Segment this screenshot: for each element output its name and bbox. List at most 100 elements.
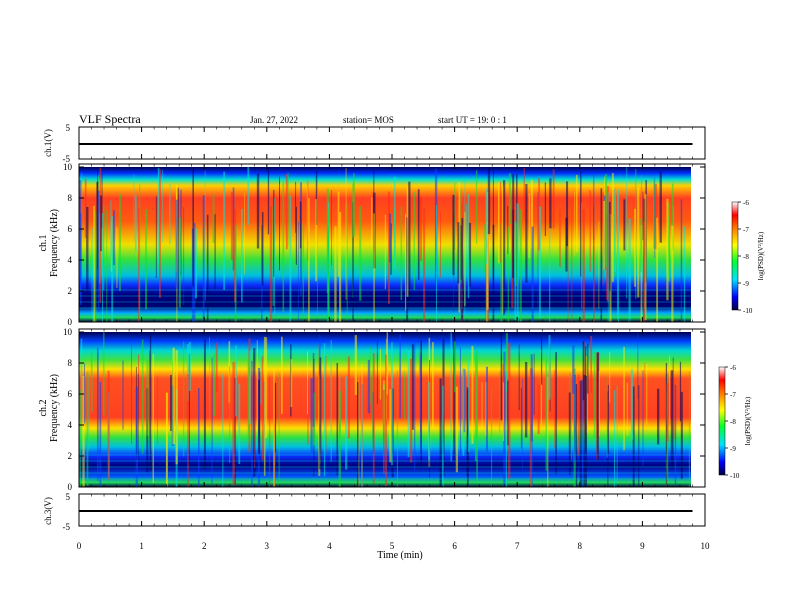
spectrogram-texture (385, 354, 388, 487)
spectrogram-texture (420, 340, 423, 468)
spectrogram-texture (267, 167, 270, 235)
y-tick-label: 8 (68, 358, 73, 368)
spectrogram-texture (356, 381, 359, 487)
spectrogram-texture (256, 340, 258, 432)
spectrogram-texture (611, 173, 614, 283)
spectrogram-texture (409, 358, 413, 463)
spectrogram-texture (623, 346, 625, 451)
spectrogram-texture (399, 334, 401, 419)
spectrogram-texture (209, 337, 210, 429)
spectrogram-texture (638, 385, 640, 487)
ch2-spectrogram-panel: 0 2 4 6 8 10 ch.2 Frequency (kHz) -6 -7 -8 -9 -10… (38, 327, 752, 492)
spectrogram-texture (307, 381, 309, 445)
spectrogram-texture (613, 390, 616, 487)
spectrogram-texture (81, 172, 83, 241)
spectrogram-texture (628, 218, 631, 322)
spectrogram-texture (369, 346, 371, 405)
spectrogram-texture (593, 227, 595, 322)
spectrogram-texture (197, 388, 200, 487)
spectrogram-texture (133, 174, 135, 242)
spectrogram-texture (568, 392, 571, 475)
spectrogram-texture (290, 359, 293, 408)
x-tick-label: 1 (139, 541, 144, 551)
spectrogram-texture (282, 181, 285, 313)
spectrogram-texture (372, 357, 374, 450)
spectrogram-texture (575, 384, 578, 487)
spectrogram-texture (577, 374, 580, 456)
y-tick-label: 4 (68, 420, 73, 430)
spectrogram-texture (91, 228, 93, 322)
spectrogram-texture (508, 173, 511, 224)
spectrogram-texture (533, 353, 535, 415)
spectrogram-texture (499, 181, 501, 263)
spectrogram-texture (149, 332, 152, 471)
spectrogram-texture (537, 192, 539, 311)
spectrogram-texture (258, 379, 260, 454)
spectrogram-texture (259, 371, 261, 468)
figure-title: VLF Spectra (79, 112, 141, 126)
spectrogram-texture (632, 386, 635, 487)
spectrogram-texture (515, 222, 518, 286)
spectrogram-texture (186, 343, 189, 401)
spectrogram-texture (574, 374, 576, 463)
spectrogram-texture (111, 216, 114, 322)
spectrogram-texture (670, 370, 674, 469)
spectrogram-texture (606, 376, 608, 458)
spectrogram-texture (384, 214, 386, 290)
spectrogram-texture (616, 189, 620, 322)
spectrogram-texture (139, 184, 141, 319)
spectrogram-texture (295, 206, 298, 265)
spectrogram-texture (439, 378, 442, 487)
spectrogram-texture (530, 354, 533, 442)
spectrogram-texture (487, 167, 491, 235)
spectrogram-texture (367, 359, 371, 414)
spectrogram-texture (334, 226, 337, 322)
spectrogram-texture (391, 342, 393, 466)
spectrogram-texture (386, 332, 389, 395)
spectrogram-texture (116, 227, 118, 289)
spectrogram-texture (540, 349, 542, 426)
spectrogram-texture (680, 391, 683, 480)
spectrogram-texture (452, 194, 455, 276)
spectrogram-texture (467, 358, 470, 453)
spectrogram-texture (122, 360, 124, 430)
spectrogram-texture (582, 209, 585, 322)
spectrogram-texture (175, 199, 178, 289)
spectrogram-texture (170, 375, 172, 432)
ch3-voltage-ylabel: ch.3(V) (43, 497, 53, 525)
spectrogram-texture (525, 183, 528, 283)
spectrogram-texture (674, 384, 677, 485)
spectrogram-texture (223, 171, 226, 291)
spectrogram-texture (241, 208, 243, 303)
spectrogram-texture (583, 375, 586, 487)
date-label: Jan. 27, 2022 (250, 115, 298, 125)
spectrogram-texture (131, 343, 132, 444)
spectrogram-texture (211, 357, 213, 484)
ch1-voltage-ylabel: ch.1(V) (43, 129, 53, 157)
spectrogram-texture (96, 347, 99, 481)
spectrogram-texture (420, 196, 423, 261)
spectrogram-texture (169, 184, 171, 245)
spectrogram-texture (183, 341, 185, 457)
spectrogram-texture (269, 206, 273, 322)
spectrogram-texture (544, 182, 546, 236)
spectrogram-texture (405, 213, 407, 311)
spectrogram-texture (667, 216, 670, 280)
spectrogram-texture (602, 192, 604, 286)
spectrogram-texture (204, 170, 206, 301)
x-tick-label: 5 (390, 541, 395, 551)
spectrogram-texture (581, 379, 584, 487)
spectrogram-texture (287, 172, 289, 247)
spectrogram-texture (683, 226, 686, 322)
spectrogram-texture (175, 350, 178, 465)
spectrogram-texture (530, 179, 534, 249)
spectrogram-texture (86, 371, 89, 486)
spectrogram-texture (559, 209, 561, 268)
spectrogram-texture (666, 382, 669, 442)
spectrogram-texture (310, 378, 313, 453)
y-tick-label: 0 (68, 317, 73, 327)
y-tick-label: 4 (68, 255, 73, 265)
spectrogram-texture (358, 372, 360, 487)
spectrogram-texture (626, 382, 628, 436)
spectrogram-texture (99, 381, 102, 487)
